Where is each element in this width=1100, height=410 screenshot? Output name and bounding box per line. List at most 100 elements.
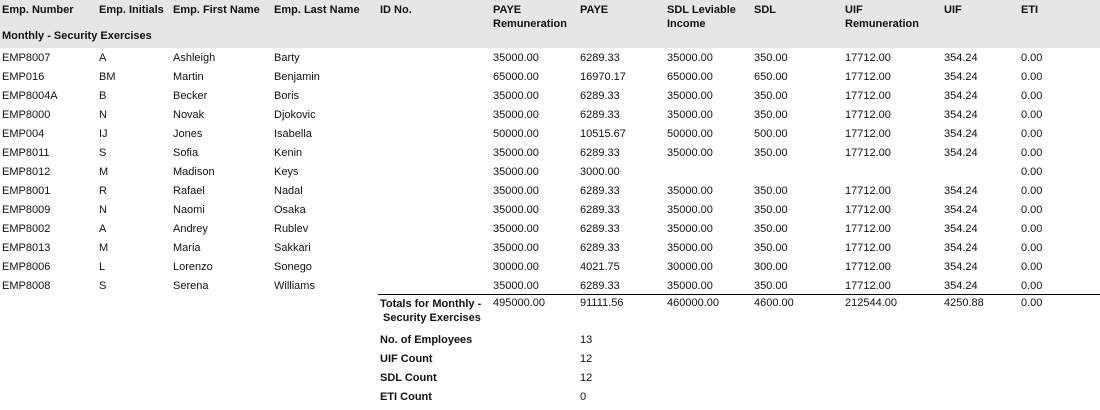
cell-sdl-leviable-income: 35000.00 — [667, 52, 713, 64]
table-header: Emp. Number Emp. Initials Emp. First Nam… — [0, 0, 1100, 48]
cell-uif-remuneration: 17712.00 — [845, 204, 891, 216]
cell-first-name: Andrey — [173, 223, 208, 235]
col-header-emp-last-name: Emp. Last Name — [274, 4, 360, 16]
table-row: EMP8012 M Madison Keys 35000.00 3000.00 0.00 — [0, 164, 1100, 183]
table-row: EMP004 IJ Jones Isabella 50000.00 10515.67 500… — [0, 126, 1100, 145]
cell-last-name: Sakkari — [274, 242, 311, 254]
cell-eti: 0.00 — [1021, 261, 1043, 273]
cell-uif: 354.24 — [944, 223, 978, 235]
cell-uif-remuneration: 17712.00 — [845, 109, 891, 121]
cell-sdl-leviable-income: 35000.00 — [667, 223, 713, 235]
cell-paye-remuneration: 35000.00 — [493, 280, 539, 292]
summary-uif-count-label: UIF Count — [380, 353, 433, 365]
cell-first-name: Rafael — [173, 185, 205, 197]
table-row: EMP8001 R Rafael Nadal 35000.00 6289.33 35000.… — [0, 183, 1100, 202]
summary-eti-count-value: 0 — [580, 391, 587, 403]
cell-paye: 6289.33 — [580, 90, 620, 102]
cell-emp-initials: A — [99, 52, 107, 64]
cell-first-name: Martin — [173, 71, 204, 83]
cell-last-name: Williams — [274, 280, 315, 292]
cell-first-name: Serena — [173, 280, 209, 292]
cell-eti: 0.00 — [1021, 128, 1043, 140]
cell-paye: 3000.00 — [580, 166, 620, 178]
total-uif-remuneration: 212544.00 — [845, 297, 897, 309]
cell-emp-initials: M — [99, 166, 109, 178]
cell-emp-number: EMP016 — [2, 71, 45, 83]
summary-sdl-count-value: 12 — [580, 372, 593, 384]
cell-uif-remuneration: 17712.00 — [845, 242, 891, 254]
cell-sdl-leviable-income: 30000.00 — [667, 261, 713, 273]
summary-employees: No. of Employees 13 — [0, 334, 700, 348]
total-paye: 91111.56 — [580, 297, 624, 309]
col-header-uif-remuneration: UIF Remuneration — [845, 4, 919, 30]
cell-eti: 0.00 — [1021, 204, 1043, 216]
cell-last-name: Osaka — [274, 204, 306, 216]
cell-eti: 0.00 — [1021, 166, 1043, 178]
cell-eti: 0.00 — [1021, 71, 1043, 83]
cell-emp-number: EMP8004A — [2, 90, 58, 102]
cell-paye: 6289.33 — [580, 52, 620, 64]
cell-paye-remuneration: 35000.00 — [493, 204, 539, 216]
cell-emp-initials: L — [99, 261, 106, 273]
total-uif: 4250.88 — [944, 297, 984, 309]
cell-uif: 354.24 — [944, 261, 978, 273]
cell-first-name: Jones — [173, 128, 203, 140]
table-row: EMP8011 S Sofia Kenin 35000.00 6289.33 35000.0… — [0, 145, 1100, 164]
cell-paye-remuneration: 35000.00 — [493, 52, 539, 64]
table-row: EMP8007 A Ashleigh Barty 35000.00 6289.33 3500… — [0, 50, 1100, 69]
table-row: EMP016 BM Martin Benjamin 65000.00 16970.17 65… — [0, 69, 1100, 88]
col-header-uif: UIF — [944, 4, 962, 16]
table-row: EMP8013 M Maria Sakkari 35000.00 6289.33 35000… — [0, 240, 1100, 259]
cell-uif: 354.24 — [944, 52, 978, 64]
cell-sdl: 350.00 — [754, 90, 788, 102]
cell-uif-remuneration: 17712.00 — [845, 261, 891, 273]
cell-emp-number: EMP8012 — [2, 166, 51, 178]
summary-uif-count: UIF Count 12 — [0, 353, 700, 367]
cell-uif-remuneration: 17712.00 — [845, 90, 891, 102]
cell-paye-remuneration: 30000.00 — [493, 261, 539, 273]
total-paye-remuneration: 495000.00 — [493, 297, 545, 309]
cell-eti: 0.00 — [1021, 90, 1043, 102]
cell-sdl-leviable-income: 35000.00 — [667, 204, 713, 216]
cell-emp-initials: R — [99, 185, 107, 197]
total-sdl: 4600.00 — [754, 297, 794, 309]
cell-last-name: Barty — [274, 52, 300, 64]
cell-eti: 0.00 — [1021, 223, 1043, 235]
table-row: EMP8006 L Lorenzo Sonego 30000.00 4021.75 3000… — [0, 259, 1100, 278]
cell-emp-initials: BM — [99, 71, 116, 83]
cell-uif-remuneration: 17712.00 — [845, 185, 891, 197]
cell-emp-number: EMP8007 — [2, 52, 51, 64]
cell-last-name: Kenin — [274, 147, 303, 159]
cell-emp-number: EMP004 — [2, 128, 45, 140]
col-header-sdl: SDL — [754, 4, 776, 16]
totals-label: Totals for Monthly - Security Exercises — [380, 298, 482, 324]
cell-uif-remuneration: 17712.00 — [845, 223, 891, 235]
total-eti: 0.00 — [1021, 297, 1043, 309]
summary-uif-count-value: 12 — [580, 353, 593, 365]
cell-uif: 354.24 — [944, 109, 978, 121]
group-label: Monthly - Security Exercises — [2, 30, 152, 42]
cell-paye: 4021.75 — [580, 261, 620, 273]
cell-paye-remuneration: 35000.00 — [493, 166, 539, 178]
cell-emp-initials: A — [99, 223, 107, 235]
cell-sdl: 350.00 — [754, 280, 788, 292]
col-header-sdl-leviable-income: SDL Leviable Income — [667, 4, 736, 30]
cell-first-name: Novak — [173, 109, 205, 121]
cell-emp-number: EMP8000 — [2, 109, 51, 121]
col-header-paye-remuneration: PAYE Remuneration — [493, 4, 567, 30]
cell-eti: 0.00 — [1021, 242, 1043, 254]
cell-paye-remuneration: 35000.00 — [493, 109, 539, 121]
cell-uif: 354.24 — [944, 90, 978, 102]
cell-sdl-leviable-income: 65000.00 — [667, 71, 713, 83]
cell-uif: 354.24 — [944, 147, 978, 159]
cell-uif: 354.24 — [944, 128, 978, 140]
col-header-id-no: ID No. — [380, 4, 412, 16]
cell-first-name: Maria — [173, 242, 201, 254]
cell-sdl-leviable-income: 35000.00 — [667, 109, 713, 121]
table-row: EMP8002 A Andrey Rublev 35000.00 6289.33 35000… — [0, 221, 1100, 240]
cell-uif-remuneration: 17712.00 — [845, 52, 891, 64]
cell-sdl: 500.00 — [754, 128, 788, 140]
cell-first-name: Ashleigh — [173, 52, 216, 64]
cell-paye: 6289.33 — [580, 204, 620, 216]
cell-sdl: 350.00 — [754, 147, 788, 159]
